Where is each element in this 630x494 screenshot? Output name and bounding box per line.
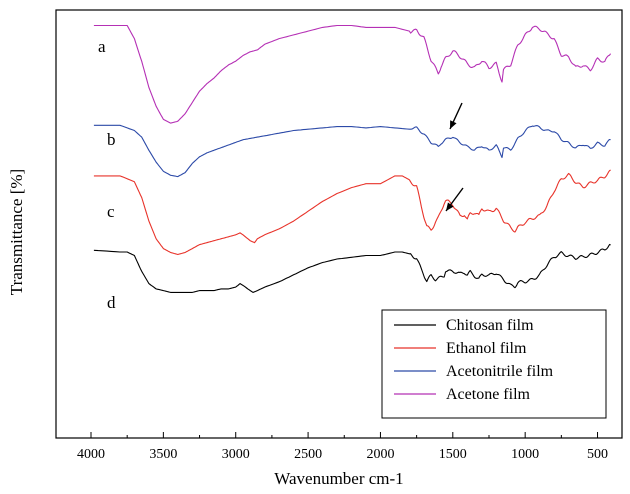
legend-label: Chitosan film (446, 317, 534, 334)
plot-frame (55, 9, 623, 439)
band-layer (93, 24, 612, 293)
legend-label: Ethanol film (446, 340, 527, 357)
x-tick-label: 500 (587, 447, 608, 462)
arrow-marker (445, 187, 464, 212)
arrow-marker (449, 102, 463, 130)
x-axis-ticks: 4000 3500 3000 2500 2000 1500 1000 500 (77, 432, 608, 462)
curve-label-b: b (107, 130, 116, 149)
series-line-acetonitrile-film (93, 124, 611, 178)
x-tick-label: 2500 (294, 447, 322, 462)
x-axis-label: Wavenumber cm-1 (274, 469, 403, 488)
legend: Chitosan film Ethanol film Acetonitrile fi… (381, 309, 607, 419)
x-tick-label: 3500 (149, 447, 177, 462)
arrow-layer (445, 102, 464, 212)
curve-label-layer: a b c d (98, 37, 116, 312)
x-tick-label: 2000 (366, 447, 394, 462)
legend-items: Chitosan film Ethanol film Acetonitrile fi… (394, 317, 554, 403)
x-tick-label: 4000 (77, 447, 105, 462)
series-line-chitosan-film (93, 243, 611, 293)
series-line-acetone-film (93, 24, 612, 124)
curve-label-a: a (98, 37, 106, 56)
x-tick-label: 3000 (222, 447, 250, 462)
curve-label-c: c (107, 202, 115, 221)
curve-label-d: d (107, 293, 116, 312)
x-tick-label: 1500 (439, 447, 467, 462)
legend-label: Acetonitrile film (446, 363, 554, 380)
legend-label: Acetone film (446, 386, 531, 403)
x-tick-label: 1000 (511, 447, 539, 462)
y-axis-label: Transmittance [%] (7, 169, 26, 295)
series-line-ethanol-film (93, 169, 611, 256)
legend-box (381, 309, 607, 419)
